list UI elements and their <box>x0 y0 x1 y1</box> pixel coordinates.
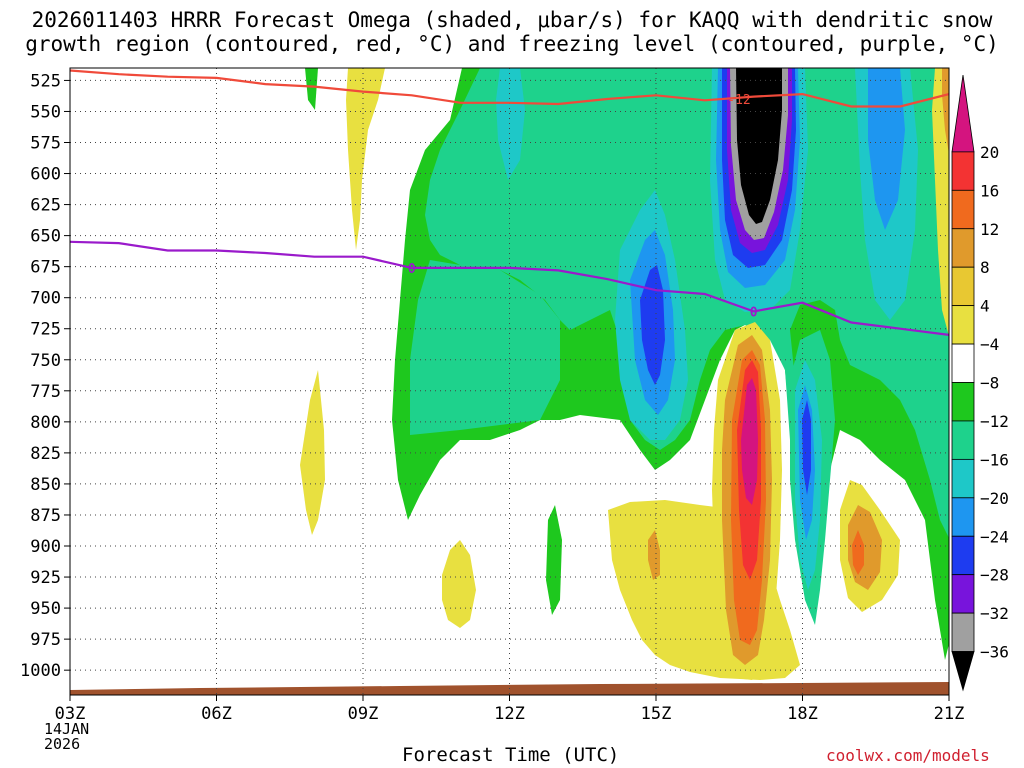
y-tick-label: 625 <box>30 196 61 216</box>
y-tick-label: 1000 <box>20 661 61 681</box>
omega-green-region <box>305 68 318 110</box>
omega-darkblue-right <box>802 400 811 495</box>
y-tick-label: 600 <box>30 165 61 185</box>
omega-darkblue-left <box>640 265 665 385</box>
y-tick-label: 775 <box>30 382 61 402</box>
y-axis: 525 550 575 600 625 650 675 700 725 750 775 800 825 8… <box>20 71 70 681</box>
colorbar-swatch <box>951 266 975 307</box>
chart-title: 2026011403 HRRR Forecast Omega (shaded, … <box>0 8 1024 56</box>
colorbar-swatch <box>951 420 975 460</box>
x-tick-label: 06Z <box>201 704 232 724</box>
omega-yellow-right-edge <box>932 68 949 337</box>
colorbar-label: −8 <box>980 374 999 393</box>
y-tick-label: 975 <box>30 630 61 650</box>
colorbar-swatch <box>951 228 975 268</box>
y-tick-label: 850 <box>30 475 61 495</box>
y-tick-label: 800 <box>30 413 61 433</box>
colorbar-label: 20 <box>980 143 999 162</box>
colorbar-label: 12 <box>980 220 999 239</box>
colorbar-swatch <box>951 535 975 576</box>
date-day: 14JAN <box>44 720 90 738</box>
omega-blue-right-upper <box>868 68 905 230</box>
x-axis-title: Forecast Time (UTC) <box>402 744 620 766</box>
y-tick-label: 950 <box>30 599 61 619</box>
omega-gold-left <box>648 530 660 580</box>
y-tick-label: 725 <box>30 320 61 340</box>
date-label: 14JAN 2026 <box>44 722 89 752</box>
colorbar-swatch <box>951 305 975 345</box>
colorbar-label: −4 <box>980 335 999 354</box>
date-year: 2026 <box>44 735 81 753</box>
y-tick-label: 900 <box>30 537 61 557</box>
title-line-1: 2026011403 HRRR Forecast Omega (shaded, … <box>31 8 993 32</box>
omega-teal-lower <box>410 260 560 435</box>
colorbar-label: 4 <box>980 297 990 316</box>
colorbar-label: −16 <box>980 450 1009 469</box>
freezing-level-contour <box>70 240 949 336</box>
colorbar-label: −12 <box>980 412 1009 431</box>
omega-yellow-lower-left <box>442 540 476 628</box>
colorbar-label: −24 <box>980 527 1009 546</box>
y-tick-label: 875 <box>30 506 61 526</box>
omega-magenta-spike <box>741 378 758 505</box>
colorbar-label: −28 <box>980 566 1009 585</box>
x-tick-label: 15Z <box>641 704 672 724</box>
omega-green-blob-1 <box>546 505 562 615</box>
colorbar-swatch <box>951 497 975 537</box>
freezing-contour-label: 0 <box>408 262 416 277</box>
dgz-contour-label: -12 <box>727 93 750 108</box>
omega-orange-right <box>852 530 864 575</box>
contour-lines: -12 0 0 <box>70 69 949 336</box>
x-tick-label: 09Z <box>348 704 379 724</box>
y-tick-label: 750 <box>30 351 61 371</box>
colorbar-top-arrow <box>951 74 975 153</box>
x-tick-label: 03Z <box>55 704 86 724</box>
y-tick-label: 575 <box>30 133 61 153</box>
title-line-2: growth region (contoured, red, °C) and f… <box>25 32 999 56</box>
colorbar-bottom-arrow <box>951 651 975 692</box>
x-tick-label: 12Z <box>494 704 525 724</box>
omega-yellow-top-left <box>346 68 385 250</box>
colorbar-label: 16 <box>980 181 999 200</box>
y-tick-label: 675 <box>30 258 61 278</box>
colorbar-swatch <box>951 382 975 422</box>
freezing-contour-label: 0 <box>750 305 758 320</box>
y-tick-label: 825 <box>30 444 61 464</box>
dgz-minus12-contour <box>70 69 949 108</box>
y-tick-label: 525 <box>30 71 61 91</box>
x-axis: 03Z 06Z 09Z 12Z 15Z 18Z 21Z <box>55 695 965 724</box>
y-tick-label: 650 <box>30 227 61 247</box>
y-tick-label: 550 <box>30 102 61 122</box>
omega-cyan-top <box>496 68 525 180</box>
colorbar-label: −36 <box>980 643 1009 662</box>
colorbar: 20 16 12 8 4 −4 −8 −12 −16 −20 −24 −28 −32 −36 <box>951 74 1009 692</box>
colorbar-swatch <box>951 612 975 652</box>
colorbar-label: −20 <box>980 489 1009 508</box>
x-tick-label: 18Z <box>787 704 818 724</box>
omega-yellow-left-mid <box>300 370 325 535</box>
colorbar-label: 8 <box>980 258 990 277</box>
omega-teal-region <box>425 68 949 538</box>
colorbar-swatch <box>951 343 975 383</box>
colorbar-swatch <box>951 189 975 230</box>
colorbar-label: −32 <box>980 604 1009 623</box>
x-tick-label: 21Z <box>934 704 965 724</box>
credit-link[interactable]: coolwx.com/models <box>826 746 990 765</box>
y-tick-label: 700 <box>30 289 61 309</box>
omega-black-core <box>736 68 782 224</box>
colorbar-swatch <box>951 458 975 499</box>
colorbar-swatch <box>951 574 975 614</box>
omega-shading <box>70 68 949 695</box>
y-tick-label: 925 <box>30 568 61 588</box>
colorbar-swatch <box>951 151 975 191</box>
